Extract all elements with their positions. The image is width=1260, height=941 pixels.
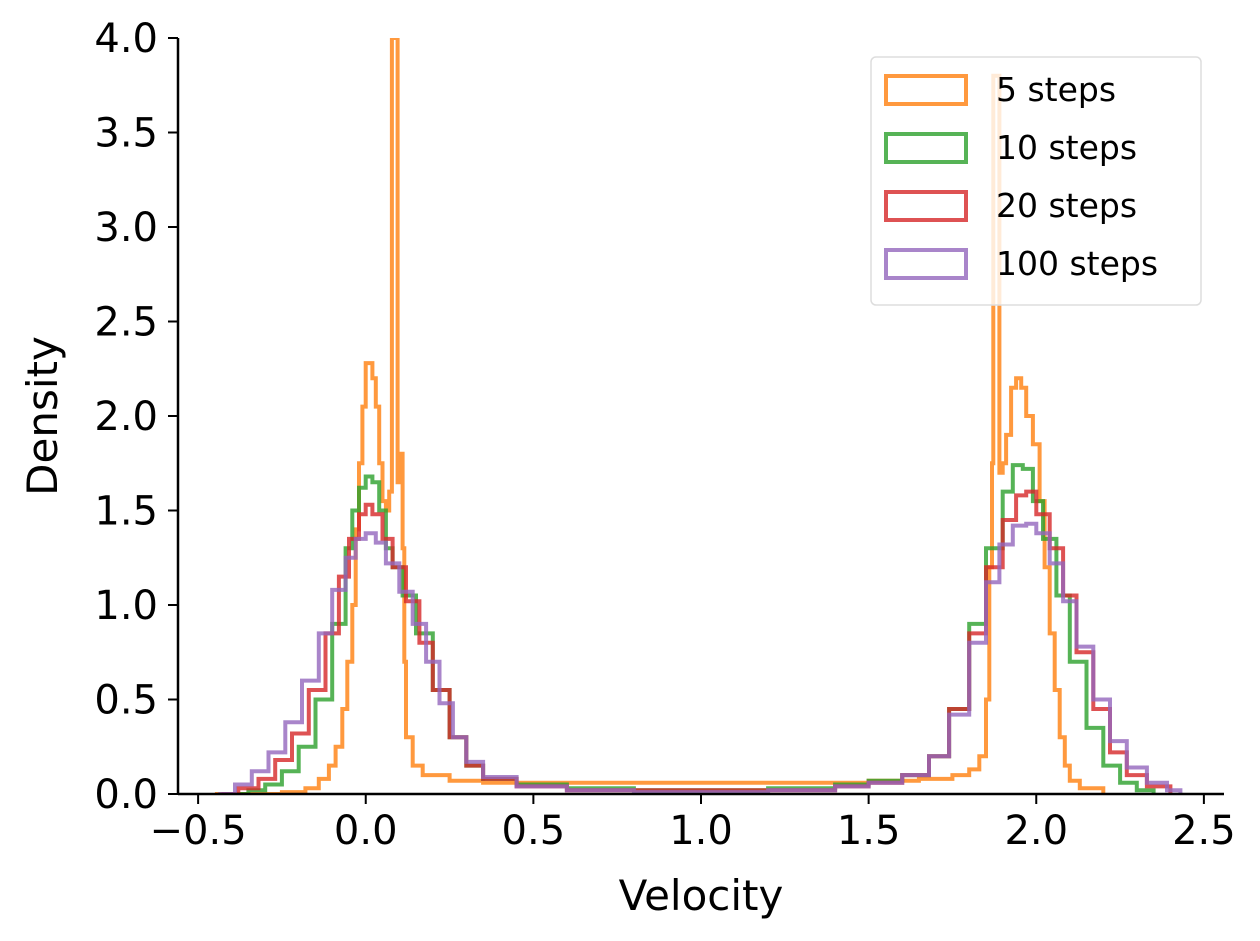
- legend-box: [870, 56, 1202, 306]
- legend: 5 steps 10 steps 20 steps 100 steps: [870, 56, 1202, 306]
- legend-swatch: [884, 74, 968, 106]
- legend-swatch: [884, 190, 968, 222]
- x-tick-label: 2.5: [1172, 808, 1236, 854]
- y-tick-label: 0.5: [94, 678, 158, 724]
- y-axis-title: Density: [18, 336, 67, 496]
- y-tick-label: 4.0: [94, 16, 158, 62]
- x-tick-label: 1.0: [669, 808, 733, 854]
- y-tick-label: 3.5: [94, 111, 158, 157]
- legend-swatch: [884, 132, 968, 164]
- x-tick-label: 1.5: [837, 808, 901, 854]
- legend-label: 20 steps: [996, 186, 1137, 225]
- legend-label: 10 steps: [996, 128, 1137, 167]
- x-tick-label: −0.5: [150, 808, 247, 854]
- y-tick-label: 0.0: [94, 772, 158, 818]
- y-tick-label: 3.0: [94, 205, 158, 251]
- legend-label: 5 steps: [996, 70, 1116, 109]
- series-layer: [214, 38, 1183, 794]
- x-tick-label: 0.0: [334, 808, 398, 854]
- x-axis-title: Velocity: [619, 871, 784, 920]
- legend-swatch: [884, 248, 968, 280]
- series-100-steps-line: [218, 521, 1183, 794]
- y-ticks: 0.0 0.5 1.0 1.5 2.0 2.5 3.0 3.5 4.0: [94, 16, 178, 818]
- legend-label: 100 steps: [996, 244, 1158, 283]
- y-tick-label: 1.0: [94, 583, 158, 629]
- y-tick-label: 1.5: [94, 489, 158, 535]
- y-tick-label: 2.0: [94, 394, 158, 440]
- x-tick-label: 2.0: [1004, 808, 1068, 854]
- x-ticks: −0.5 0.0 0.5 1.0 1.5 2.0 2.5: [150, 794, 1236, 854]
- y-tick-label: 2.5: [94, 300, 158, 346]
- x-tick-label: 0.5: [502, 808, 566, 854]
